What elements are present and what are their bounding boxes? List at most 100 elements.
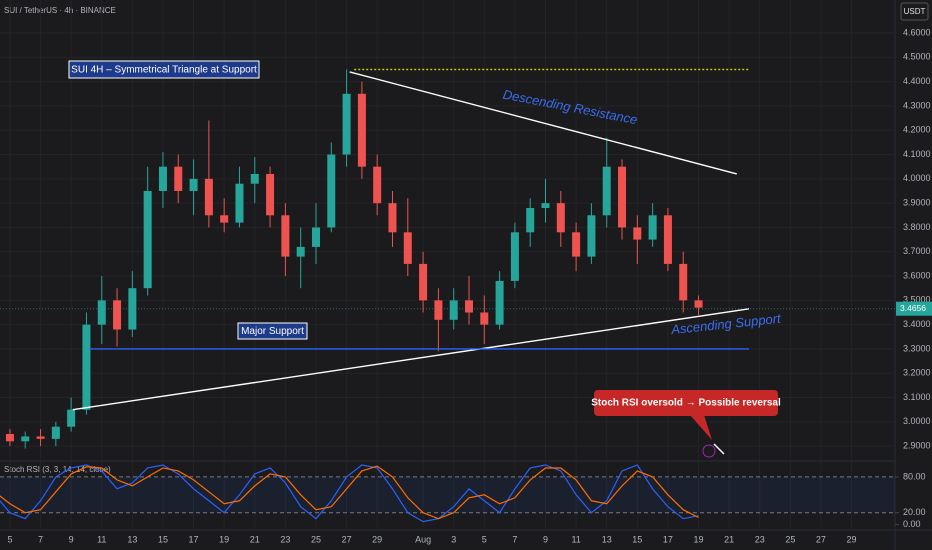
x-tick-label: 17 — [663, 534, 673, 544]
candle-body — [158, 166, 167, 191]
indicator-title: Stoch RSI (3, 3, 14, 14, close) — [4, 465, 111, 474]
candle-body — [250, 173, 259, 184]
x-tick-label: 9 — [69, 534, 74, 544]
candle-body — [694, 300, 703, 308]
last-price-label: 3.4656 — [900, 303, 926, 313]
candle-body — [572, 232, 581, 257]
y-tick-label: 0.00 — [903, 519, 921, 529]
y-tick-label: 4.0000 — [903, 173, 931, 183]
candle-body — [419, 263, 428, 301]
arrow — [713, 443, 725, 455]
callout-box — [594, 390, 778, 416]
candle-body — [281, 215, 290, 257]
candle-body — [526, 208, 535, 233]
x-tick-label: 7 — [512, 534, 517, 544]
x-tick-label: 23 — [280, 534, 290, 544]
x-tick-label: 15 — [158, 534, 168, 544]
series-line — [0, 465, 699, 520]
candle-body — [296, 246, 305, 257]
x-tick-label: 15 — [632, 534, 642, 544]
candle-body — [5, 433, 14, 442]
x-tick-label: 21 — [250, 534, 260, 544]
x-tick-label: 13 — [602, 534, 612, 544]
y-tick-label: 3.1000 — [903, 392, 931, 402]
x-tick-label: 21 — [724, 534, 734, 544]
callout-pointer — [690, 415, 712, 440]
x-tick-label: 11 — [97, 534, 106, 544]
candle-body — [373, 166, 382, 204]
alert-icon — [702, 444, 716, 458]
y-tick-label: 4.4000 — [903, 76, 931, 86]
y-tick-label: 3.0000 — [903, 416, 931, 426]
annotation: Stoch RSI oversold → Possible reversal — [591, 398, 781, 409]
x-tick-label: 25 — [311, 534, 321, 544]
y-tick-label: 4.2000 — [903, 125, 931, 135]
candle-body — [633, 227, 642, 240]
x-tick-label: 19 — [694, 534, 704, 544]
x-tick-label: 29 — [372, 534, 382, 544]
candle-body — [174, 166, 183, 191]
candle-body — [113, 300, 122, 330]
candle-body — [235, 183, 244, 223]
x-tick-label: 27 — [342, 534, 352, 544]
candle-body — [220, 215, 229, 223]
x-tick-label: 5 — [482, 534, 487, 544]
y-tick-label: 2.9000 — [903, 441, 931, 451]
y-tick-label: 3.8000 — [903, 222, 931, 232]
candle-body — [143, 190, 152, 289]
candle-body — [357, 93, 366, 167]
annotation-line — [349, 71, 737, 175]
candle-body — [449, 300, 458, 320]
y-tick-label: 3.3000 — [903, 343, 931, 353]
y-tick-label: 4.5000 — [903, 52, 931, 62]
candle-body — [480, 312, 489, 325]
y-tick-label: 3.7000 — [903, 246, 931, 256]
candle-body — [36, 436, 45, 439]
x-tick-label: 29 — [847, 534, 857, 544]
x-tick-label: 25 — [785, 534, 795, 544]
y-tick-label: 3.2000 — [903, 368, 931, 378]
candle-body — [21, 436, 30, 442]
candle-body — [67, 409, 76, 427]
support-box — [237, 322, 308, 340]
title-box — [68, 60, 260, 79]
candle-body — [388, 203, 397, 233]
band — [0, 476, 895, 513]
y-tick-label: 3.5000 — [903, 295, 931, 305]
currency-box[interactable] — [900, 2, 929, 21]
y-tick-label: 3.9000 — [903, 198, 931, 208]
candle-body — [204, 178, 213, 216]
candle-body — [189, 178, 198, 191]
y-tick-label: 20.00 — [903, 507, 926, 517]
candle-body — [97, 300, 106, 325]
candle-body — [266, 173, 275, 216]
x-tick-label: 19 — [219, 534, 229, 544]
x-tick-label: 7 — [38, 534, 43, 544]
y-tick-label: 4.1000 — [903, 149, 931, 159]
candle-body — [541, 203, 550, 209]
candle-body — [587, 215, 596, 257]
annotation: SUI 4H – Symmetrical Triangle at Support — [71, 65, 257, 76]
last-price-box — [896, 301, 932, 316]
candle-body — [648, 215, 657, 240]
x-tick-label: 11 — [571, 534, 580, 544]
x-tick-label: 23 — [755, 534, 765, 544]
candle-body — [311, 227, 320, 247]
candle-body — [434, 300, 443, 320]
series-line — [0, 464, 699, 523]
x-tick-label: 27 — [816, 534, 826, 544]
candle-body — [51, 426, 60, 439]
candle-body — [679, 263, 688, 301]
candle-body — [663, 215, 672, 264]
candle-body — [602, 166, 611, 216]
annotation: Major Support — [241, 326, 304, 337]
chart-title: SUI / TetherUS · 4h · BINANCE — [4, 6, 116, 15]
candle-body — [618, 166, 627, 228]
y-tick-label: 4.3000 — [903, 100, 931, 110]
x-tick-label: 3 — [451, 534, 456, 544]
annotation-line — [72, 308, 750, 411]
x-tick-label: 5 — [7, 534, 12, 544]
candle-body — [403, 232, 412, 264]
